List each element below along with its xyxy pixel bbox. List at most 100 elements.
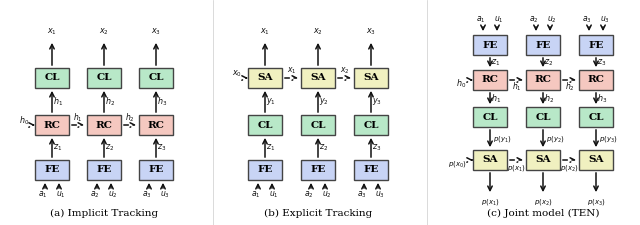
Text: $a_2$: $a_2$ bbox=[304, 190, 314, 200]
Text: $h_1$: $h_1$ bbox=[53, 95, 63, 108]
Text: $h_2$: $h_2$ bbox=[564, 81, 574, 93]
Text: $x_0$: $x_0$ bbox=[232, 69, 242, 79]
Text: $p(y_3)$: $p(y_3)$ bbox=[598, 133, 618, 144]
Text: SA: SA bbox=[535, 155, 551, 164]
Text: $h_1$: $h_1$ bbox=[491, 92, 501, 105]
Text: $u_1$: $u_1$ bbox=[494, 15, 504, 25]
Text: $h_3$: $h_3$ bbox=[157, 95, 167, 108]
Text: (a) Implicit Tracking: (a) Implicit Tracking bbox=[50, 208, 158, 218]
FancyBboxPatch shape bbox=[473, 107, 507, 127]
Text: CL: CL bbox=[535, 112, 551, 122]
Text: FE: FE bbox=[310, 166, 326, 175]
Text: $p(x_0)$: $p(x_0)$ bbox=[447, 159, 467, 169]
FancyBboxPatch shape bbox=[354, 160, 388, 180]
Text: FE: FE bbox=[535, 40, 550, 50]
FancyBboxPatch shape bbox=[579, 150, 613, 170]
Text: $h_3$: $h_3$ bbox=[597, 92, 607, 105]
Text: CL: CL bbox=[364, 121, 379, 130]
Text: $x_3$: $x_3$ bbox=[151, 27, 161, 37]
Text: CL: CL bbox=[96, 74, 112, 83]
FancyBboxPatch shape bbox=[87, 160, 121, 180]
FancyBboxPatch shape bbox=[526, 107, 560, 127]
Text: $u_1$: $u_1$ bbox=[269, 190, 279, 200]
Text: $p(x_2)$: $p(x_2)$ bbox=[534, 197, 552, 207]
Text: $a_3$: $a_3$ bbox=[142, 190, 152, 200]
Text: $z_3$: $z_3$ bbox=[157, 142, 166, 153]
Text: $h_2$: $h_2$ bbox=[544, 92, 554, 105]
FancyBboxPatch shape bbox=[579, 70, 613, 90]
Text: $x_1$: $x_1$ bbox=[287, 66, 296, 76]
FancyBboxPatch shape bbox=[526, 35, 560, 55]
Text: (b) Explicit Tracking: (b) Explicit Tracking bbox=[264, 208, 372, 218]
Text: $p(y_2)$: $p(y_2)$ bbox=[545, 133, 564, 144]
Text: $p(y_1)$: $p(y_1)$ bbox=[493, 133, 511, 144]
Text: $a_1$: $a_1$ bbox=[252, 190, 260, 200]
FancyBboxPatch shape bbox=[87, 68, 121, 88]
FancyBboxPatch shape bbox=[87, 115, 121, 135]
Text: $p(x_1)$: $p(x_1)$ bbox=[507, 163, 526, 173]
Text: RC: RC bbox=[44, 121, 60, 130]
FancyBboxPatch shape bbox=[473, 150, 507, 170]
Text: $u_3$: $u_3$ bbox=[375, 190, 385, 200]
Text: $y_3$: $y_3$ bbox=[372, 96, 382, 107]
Text: $z_2$: $z_2$ bbox=[319, 142, 328, 153]
Text: FE: FE bbox=[483, 40, 498, 50]
FancyBboxPatch shape bbox=[35, 115, 69, 135]
FancyBboxPatch shape bbox=[579, 35, 613, 55]
Text: $a_1$: $a_1$ bbox=[476, 15, 486, 25]
Text: $z_3$: $z_3$ bbox=[372, 142, 381, 153]
Text: CL: CL bbox=[588, 112, 604, 122]
FancyBboxPatch shape bbox=[526, 150, 560, 170]
Text: $z_1$: $z_1$ bbox=[492, 57, 500, 68]
Text: RC: RC bbox=[95, 121, 113, 130]
Text: $a_2$: $a_2$ bbox=[529, 15, 539, 25]
Text: $z_2$: $z_2$ bbox=[106, 142, 115, 153]
FancyBboxPatch shape bbox=[301, 115, 335, 135]
FancyBboxPatch shape bbox=[354, 68, 388, 88]
Text: SA: SA bbox=[364, 74, 379, 83]
Text: SA: SA bbox=[310, 74, 326, 83]
Text: FE: FE bbox=[364, 166, 379, 175]
Text: FE: FE bbox=[44, 166, 60, 175]
Text: $z_2$: $z_2$ bbox=[545, 57, 554, 68]
Text: $x_1$: $x_1$ bbox=[260, 27, 270, 37]
Text: $a_2$: $a_2$ bbox=[90, 190, 100, 200]
Text: RC: RC bbox=[481, 76, 499, 85]
Text: SA: SA bbox=[257, 74, 273, 83]
Text: $h_2$: $h_2$ bbox=[125, 112, 135, 124]
Text: $p(x_3)$: $p(x_3)$ bbox=[587, 197, 605, 207]
Text: SA: SA bbox=[588, 155, 604, 164]
Text: CL: CL bbox=[483, 112, 498, 122]
FancyBboxPatch shape bbox=[354, 115, 388, 135]
Text: $z_1$: $z_1$ bbox=[266, 142, 276, 153]
FancyBboxPatch shape bbox=[139, 160, 173, 180]
FancyBboxPatch shape bbox=[301, 160, 335, 180]
Text: $x_3$: $x_3$ bbox=[366, 27, 376, 37]
Text: FE: FE bbox=[96, 166, 112, 175]
Text: (c) Joint model (TEN): (c) Joint model (TEN) bbox=[487, 208, 599, 218]
Text: $h_2$: $h_2$ bbox=[105, 95, 115, 108]
Text: $u_2$: $u_2$ bbox=[322, 190, 332, 200]
Text: CL: CL bbox=[310, 121, 326, 130]
Text: $x_2$: $x_2$ bbox=[313, 27, 323, 37]
Text: FE: FE bbox=[148, 166, 164, 175]
Text: $h_1$: $h_1$ bbox=[511, 81, 522, 93]
FancyBboxPatch shape bbox=[248, 160, 282, 180]
Text: $y_1$: $y_1$ bbox=[266, 96, 276, 107]
Text: $x_2$: $x_2$ bbox=[340, 66, 349, 76]
Text: $x_1$: $x_1$ bbox=[47, 27, 57, 37]
Text: RC: RC bbox=[534, 76, 552, 85]
Text: FE: FE bbox=[257, 166, 273, 175]
FancyBboxPatch shape bbox=[248, 68, 282, 88]
Text: SA: SA bbox=[483, 155, 498, 164]
Text: $y_2$: $y_2$ bbox=[319, 96, 329, 107]
Text: FE: FE bbox=[588, 40, 604, 50]
Text: $h_1$: $h_1$ bbox=[73, 112, 83, 124]
Text: $a_3$: $a_3$ bbox=[357, 190, 367, 200]
FancyBboxPatch shape bbox=[35, 160, 69, 180]
Text: $h_0$: $h_0$ bbox=[456, 78, 466, 90]
FancyBboxPatch shape bbox=[248, 115, 282, 135]
Text: $p(x_2)$: $p(x_2)$ bbox=[560, 163, 579, 173]
Text: RC: RC bbox=[148, 121, 164, 130]
Text: $z_1$: $z_1$ bbox=[53, 142, 63, 153]
